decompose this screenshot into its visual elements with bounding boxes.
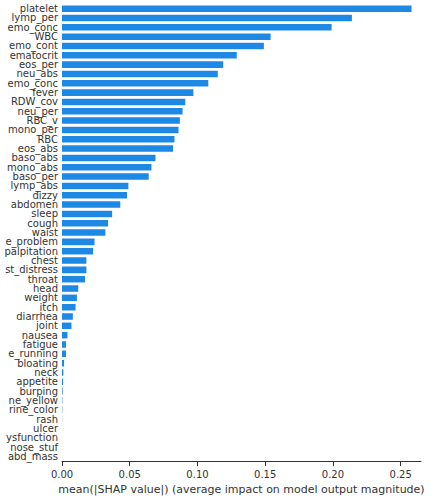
- svg-text:emo_conc: emo_conc: [7, 77, 58, 89]
- svg-text:weight: weight: [24, 292, 58, 304]
- svg-text:rash: rash: [36, 413, 58, 425]
- svg-text:joint: joint: [36, 320, 58, 332]
- svg-text:ulcer: ulcer: [33, 423, 58, 434]
- svg-text:mean(|SHAP value|) (average im: mean(|SHAP value|) (average impact on mo…: [58, 483, 424, 496]
- svg-text:mono_per: mono_per: [8, 124, 58, 136]
- svg-text:palpitation: palpitation: [4, 245, 58, 257]
- svg-text:ne_yellow: ne_yellow: [8, 395, 58, 406]
- svg-text:e_problem: e_problem: [5, 236, 58, 248]
- svg-text:nose_stuf: nose_stuf: [10, 441, 58, 453]
- svg-text:rine_color: rine_color: [9, 404, 58, 416]
- svg-text:st_distress: st_distress: [5, 264, 58, 276]
- svg-text:abdomen: abdomen: [10, 199, 58, 211]
- svg-text:sleep: sleep: [31, 208, 58, 220]
- svg-text:chest: chest: [30, 255, 58, 266]
- svg-text:cough: cough: [27, 217, 58, 229]
- svg-text:neck: neck: [34, 367, 58, 378]
- svg-text:appetite: appetite: [16, 376, 58, 388]
- svg-text:burping: burping: [19, 385, 58, 397]
- svg-text:e_running: e_running: [8, 348, 58, 360]
- svg-text:fatigue: fatigue: [22, 339, 58, 350]
- svg-text:diarrhea: diarrhea: [16, 311, 58, 322]
- svg-text:0.15: 0.15: [254, 469, 276, 480]
- svg-text:RBC: RBC: [37, 133, 58, 145]
- svg-text:neu_abs: neu_abs: [16, 68, 58, 80]
- svg-text:ysfunction: ysfunction: [6, 432, 58, 444]
- svg-text:eos_abs: eos_abs: [17, 143, 58, 155]
- svg-text:0.20: 0.20: [322, 469, 344, 480]
- svg-text:baso_per: baso_per: [12, 171, 58, 183]
- svg-text:emo_conc: emo_conc: [7, 21, 58, 33]
- svg-text:RBC_v: RBC_v: [26, 115, 58, 127]
- svg-text:itch: itch: [39, 301, 58, 313]
- svg-text:0.25: 0.25: [390, 469, 412, 480]
- svg-text:ematocrit: ematocrit: [9, 49, 58, 61]
- svg-text:lymp_abs: lymp_abs: [10, 180, 58, 192]
- svg-text:baso_abs: baso_abs: [11, 152, 58, 164]
- svg-text:RDW_cov: RDW_cov: [10, 96, 58, 108]
- svg-text:0.10: 0.10: [186, 469, 208, 480]
- svg-text:0.05: 0.05: [119, 469, 141, 480]
- svg-text:mono_abs: mono_abs: [7, 161, 58, 173]
- svg-text:waist: waist: [31, 227, 58, 239]
- svg-text:WBC: WBC: [34, 31, 58, 43]
- svg-text:dizzy: dizzy: [32, 189, 58, 201]
- svg-text:fever: fever: [32, 87, 58, 99]
- svg-text:0.00: 0.00: [51, 469, 73, 480]
- svg-text:neu_per: neu_per: [17, 105, 58, 117]
- svg-text:eos_per: eos_per: [18, 59, 58, 71]
- svg-text:emo_cont: emo_cont: [9, 40, 58, 52]
- svg-text:lymp_per: lymp_per: [11, 12, 58, 24]
- svg-text:throat: throat: [27, 273, 58, 285]
- svg-text:head: head: [33, 283, 58, 294]
- svg-text:abd_mass: abd_mass: [8, 451, 58, 463]
- svg-text:platelet: platelet: [19, 3, 58, 15]
- svg-text:nausea: nausea: [21, 329, 58, 341]
- svg-text:bloating: bloating: [17, 357, 58, 369]
